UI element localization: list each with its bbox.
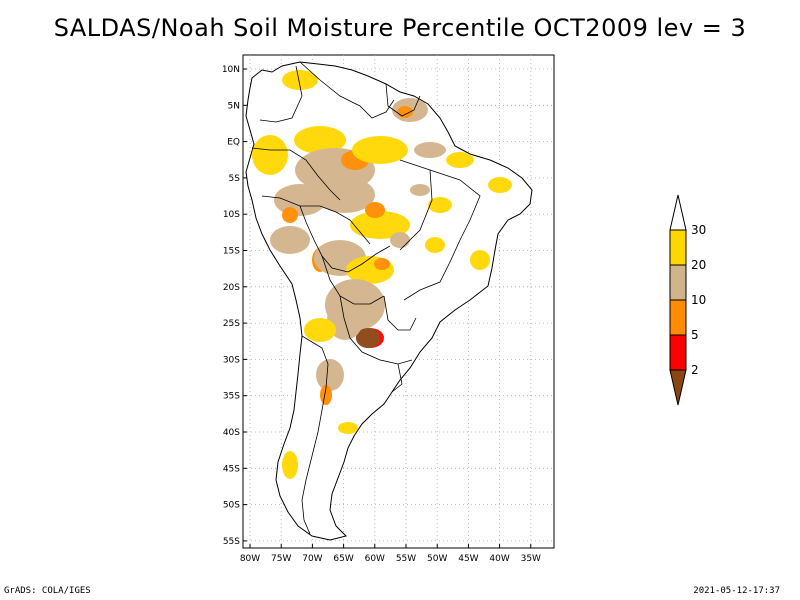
soil-moisture-shading: [252, 70, 512, 479]
colorbar-label: 5: [691, 328, 699, 342]
soil-moisture-patch: [390, 232, 410, 248]
lat-label: 30S: [223, 355, 240, 365]
soil-moisture-patch: [270, 226, 310, 254]
lat-label: 5S: [229, 174, 241, 184]
lon-label: 35W: [521, 554, 541, 564]
soil-moisture-patch: [320, 385, 332, 405]
soil-moisture-patch: [488, 177, 512, 193]
footer-credit: GrADS: COLA/IGES: [4, 586, 91, 596]
colorbar-label: 2: [691, 363, 699, 377]
soil-moisture-patch: [365, 202, 385, 218]
soil-moisture-patch: [374, 258, 390, 270]
lat-label: 20S: [223, 283, 240, 293]
lat-label: 50S: [223, 501, 240, 511]
lon-label: 45W: [458, 554, 478, 564]
colorbar-segment: [669, 334, 687, 371]
soil-moisture-patch: [338, 422, 358, 434]
lon-label: 80W: [240, 554, 260, 564]
lat-label: 25S: [223, 319, 240, 329]
lon-label: 50W: [427, 554, 447, 564]
lon-label: 55W: [396, 554, 416, 564]
soil-moisture-patch: [282, 207, 298, 223]
soil-moisture-patch: [315, 177, 375, 213]
lat-label: 55S: [223, 537, 240, 547]
soil-moisture-patch: [282, 451, 298, 479]
country-borders: [251, 61, 481, 535]
lat-label: 10N: [222, 65, 240, 75]
lat-label: 40S: [223, 428, 240, 438]
soil-moisture-patch: [410, 184, 430, 196]
soil-moisture-patch: [352, 136, 408, 164]
colorbar-label: 10: [691, 293, 706, 307]
soil-moisture-patch: [316, 359, 344, 391]
lon-label: 65W: [333, 554, 353, 564]
colorbar-segment: [669, 299, 687, 336]
soil-moisture-patch: [294, 126, 346, 154]
soil-moisture-patch: [356, 328, 380, 348]
map-title: SALDAS/Noah Soil Moisture Percentile OCT…: [53, 14, 747, 42]
lat-label: 45S: [223, 464, 240, 474]
lat-label: 35S: [223, 392, 240, 402]
lon-label: 40W: [489, 554, 509, 564]
soil-moisture-patch: [414, 142, 446, 158]
longitude-labels: 80W 75W 70W 65W 60W 55W 50W 45W 40W 35W: [240, 544, 541, 564]
soil-moisture-patch: [304, 318, 336, 342]
colorbar-bottom-arrow: [669, 369, 687, 406]
lat-label: 5N: [228, 101, 240, 111]
soil-moisture-patch: [252, 135, 288, 175]
lon-label: 75W: [271, 554, 291, 564]
colorbar-segment: [669, 264, 687, 301]
soil-moisture-patch: [470, 250, 490, 270]
colorbar-segment: [669, 229, 687, 266]
soil-moisture-patch: [446, 152, 474, 168]
lat-label: EQ: [227, 138, 240, 148]
colorbar-label: 30: [691, 223, 706, 237]
soil-moisture-patch: [350, 211, 410, 239]
lon-label: 60W: [365, 554, 385, 564]
lon-label: 70W: [302, 554, 322, 564]
colorbar-label: 20: [691, 258, 706, 272]
colorbar-top-arrow: [669, 194, 687, 231]
lat-label: 15S: [223, 247, 240, 257]
latitude-labels: 10N 5N EQ 5S 10S 15S 20S 25S 30S 35S 40S 45S 50S 55S: [222, 65, 247, 547]
lat-label: 10S: [223, 210, 240, 220]
soil-moisture-patch: [425, 237, 445, 253]
colorbar-legend: 30 20 10 5 2: [669, 194, 706, 406]
soil-moisture-patch: [282, 70, 318, 90]
soil-moisture-patch: [428, 197, 452, 213]
footer-timestamp: 2021-05-12-17:37: [693, 586, 780, 596]
